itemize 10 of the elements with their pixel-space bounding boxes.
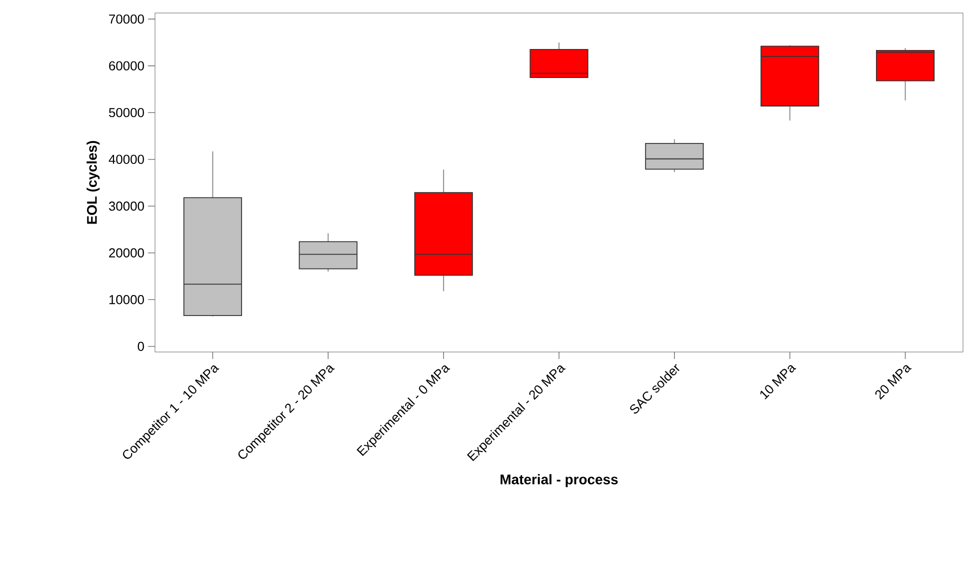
x-axis-title: Material - process [500,474,618,488]
y-tick-label: 70000 [109,14,144,24]
y-tick-label: 60000 [109,61,144,70]
y-tick-label: 40000 [108,154,144,164]
y-tick-label: 50000 [108,108,144,118]
y-axis-title: EOL (cycles) [86,140,100,224]
y-tick-label: 10000 [109,295,144,304]
y-tick-label: 0 [138,342,144,351]
y-tick-label: 20000 [109,248,144,258]
y-tick-label: 30000 [108,202,144,211]
